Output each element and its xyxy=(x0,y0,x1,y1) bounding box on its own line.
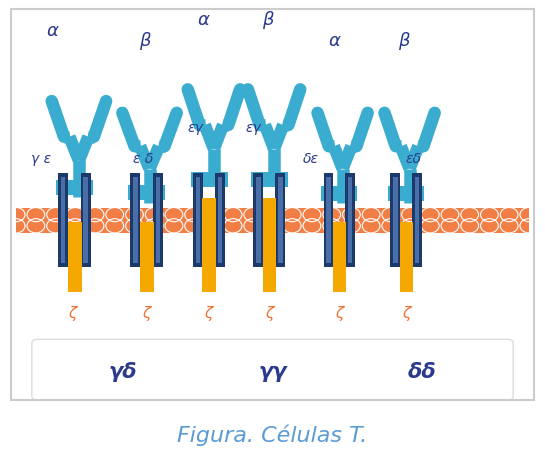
Text: ζ: ζ xyxy=(204,306,213,321)
Text: γ ε: γ ε xyxy=(31,152,51,166)
Bar xyxy=(83,177,88,263)
Bar xyxy=(253,173,263,267)
Bar xyxy=(68,222,82,292)
Text: εδ: εδ xyxy=(406,152,422,166)
Bar xyxy=(326,177,331,263)
Text: ζ: ζ xyxy=(265,306,273,321)
Text: β: β xyxy=(262,11,273,29)
Bar xyxy=(58,173,68,267)
Text: ζ: ζ xyxy=(335,306,343,321)
Bar xyxy=(218,177,222,263)
Bar xyxy=(388,186,425,201)
Bar xyxy=(140,222,154,292)
Bar xyxy=(156,177,160,263)
Text: β: β xyxy=(397,33,409,50)
Bar xyxy=(202,198,216,292)
Bar xyxy=(56,180,93,195)
Bar xyxy=(278,177,283,263)
Bar xyxy=(399,222,413,292)
Bar xyxy=(332,222,346,292)
Bar xyxy=(193,173,203,267)
Text: εγ: εγ xyxy=(245,121,261,135)
Bar xyxy=(390,173,401,267)
Text: ζ: ζ xyxy=(142,306,150,321)
Bar xyxy=(348,177,352,263)
Bar xyxy=(16,207,529,233)
Text: δε: δε xyxy=(302,152,319,166)
Bar xyxy=(215,173,225,267)
Bar xyxy=(256,177,261,263)
Bar xyxy=(321,186,358,201)
Bar xyxy=(251,172,288,187)
Bar xyxy=(412,173,422,267)
Text: α: α xyxy=(328,33,340,50)
Bar xyxy=(324,173,334,267)
Text: γγ: γγ xyxy=(258,362,287,382)
Bar xyxy=(128,185,165,200)
Bar xyxy=(263,198,276,292)
Text: ζ: ζ xyxy=(69,306,77,321)
Bar xyxy=(61,177,65,263)
Bar xyxy=(275,173,286,267)
Bar xyxy=(153,173,163,267)
Text: Figura. Células T.: Figura. Células T. xyxy=(177,425,368,446)
Bar xyxy=(345,173,355,267)
Text: εγ: εγ xyxy=(187,121,203,135)
Text: α: α xyxy=(197,11,209,29)
FancyBboxPatch shape xyxy=(32,339,513,400)
Bar xyxy=(415,177,419,263)
Text: α: α xyxy=(47,22,59,40)
Bar xyxy=(393,177,398,263)
Bar xyxy=(133,177,138,263)
Text: ε δ: ε δ xyxy=(133,152,154,166)
Bar xyxy=(196,177,201,263)
Text: γδ: γδ xyxy=(109,362,138,382)
Bar xyxy=(81,173,90,267)
Text: β: β xyxy=(138,33,150,50)
Text: δδ: δδ xyxy=(407,362,436,382)
Bar xyxy=(191,172,228,187)
Text: ζ: ζ xyxy=(402,306,410,321)
Bar xyxy=(130,173,141,267)
